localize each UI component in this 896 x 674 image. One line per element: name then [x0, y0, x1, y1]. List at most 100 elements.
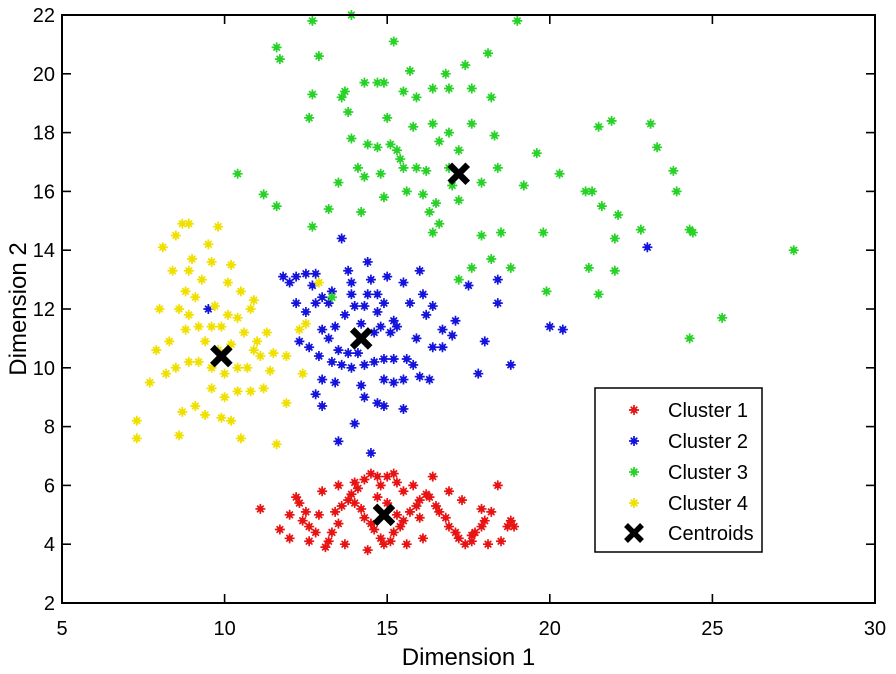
data-point — [492, 298, 503, 309]
data-point — [255, 351, 266, 362]
data-point — [326, 527, 337, 538]
data-point — [609, 265, 620, 276]
data-point — [307, 15, 318, 26]
series-centroids — [210, 162, 471, 527]
data-point — [398, 515, 409, 526]
data-point — [395, 521, 406, 532]
data-point — [479, 336, 490, 347]
data-point — [336, 500, 347, 511]
data-point — [414, 265, 425, 276]
data-point — [382, 471, 393, 482]
y-tick-label: 2 — [44, 593, 55, 615]
data-point — [372, 398, 383, 409]
data-point — [408, 480, 419, 491]
data-point — [294, 324, 305, 335]
centroid-marker — [349, 327, 373, 350]
data-point — [378, 77, 389, 88]
data-point — [382, 271, 393, 282]
data-point — [580, 186, 591, 197]
data-point — [531, 148, 542, 159]
y-tick-label: 22 — [33, 5, 55, 27]
data-point — [417, 533, 428, 544]
data-point — [320, 542, 331, 553]
y-tick-label: 14 — [33, 240, 55, 262]
data-point — [265, 365, 276, 376]
series-cluster-4 — [131, 218, 324, 450]
data-point — [359, 301, 370, 312]
legend-marker — [629, 498, 639, 508]
data-point — [372, 492, 383, 503]
data-point — [352, 483, 363, 494]
legend-marker — [629, 436, 639, 446]
data-point — [365, 274, 376, 285]
data-point — [391, 321, 402, 332]
data-point — [372, 471, 383, 482]
data-point — [583, 262, 594, 273]
y-tick-labels: 2 4 6 8 10 12 14 16 18 20 22 — [33, 5, 55, 615]
data-point — [453, 195, 464, 206]
y-axis-label: Dimension 2 — [5, 242, 32, 375]
legend-entry-cluster-4: Cluster 4 — [629, 493, 748, 515]
data-point — [437, 324, 448, 335]
legend-entry-centroids: Centroids — [624, 523, 754, 545]
data-point — [642, 242, 653, 253]
data-point — [346, 489, 357, 500]
data-point — [304, 342, 315, 353]
data-point — [388, 36, 399, 47]
y-tick-label: 4 — [44, 534, 55, 556]
data-point — [274, 524, 285, 535]
data-point — [174, 304, 185, 314]
x-tick-labels: 5 10 15 20 25 30 — [56, 618, 886, 640]
legend-label: Centroids — [668, 523, 754, 545]
data-point — [518, 180, 529, 191]
data-point — [255, 503, 266, 514]
data-point — [483, 48, 494, 59]
data-point — [486, 506, 497, 517]
data-point — [190, 292, 201, 303]
legend: Cluster 1 Cluster 2 Cluster 3 Cluster 4 Cent… — [594, 387, 763, 553]
data-point — [232, 312, 243, 323]
data-point — [291, 492, 302, 503]
data-point — [200, 409, 211, 420]
data-point — [307, 280, 318, 291]
data-point — [369, 327, 380, 338]
data-point — [391, 145, 402, 156]
data-point — [323, 536, 334, 547]
data-point — [226, 339, 237, 350]
data-point — [356, 503, 367, 514]
data-point — [343, 265, 354, 276]
data-point — [349, 477, 360, 488]
data-point — [284, 533, 295, 544]
data-point — [248, 295, 259, 306]
data-point — [307, 89, 318, 100]
data-point — [323, 298, 334, 309]
data-point — [671, 186, 682, 197]
data-point — [274, 54, 285, 65]
data-point — [294, 336, 305, 347]
data-point — [333, 345, 344, 356]
data-point — [421, 165, 432, 176]
data-point — [222, 277, 233, 288]
data-point — [180, 286, 191, 297]
legend-entry-cluster-1: Cluster 1 — [629, 400, 748, 422]
data-point — [183, 309, 194, 320]
data-point — [427, 83, 438, 94]
data-point — [385, 139, 396, 150]
data-point — [492, 480, 503, 491]
data-point — [268, 348, 279, 359]
data-point — [284, 277, 295, 288]
data-point — [213, 221, 224, 232]
y-tick-label: 12 — [33, 299, 55, 321]
data-point — [170, 362, 181, 373]
data-point — [203, 304, 214, 314]
data-point — [645, 118, 656, 129]
data-point — [235, 433, 246, 444]
data-point — [375, 168, 386, 179]
x-tick-label: 30 — [864, 618, 886, 640]
data-point — [427, 301, 438, 312]
data-point — [489, 130, 500, 141]
data-point — [434, 218, 445, 229]
series-cluster-1 — [255, 468, 520, 556]
data-point — [281, 398, 292, 409]
data-point — [417, 289, 428, 300]
